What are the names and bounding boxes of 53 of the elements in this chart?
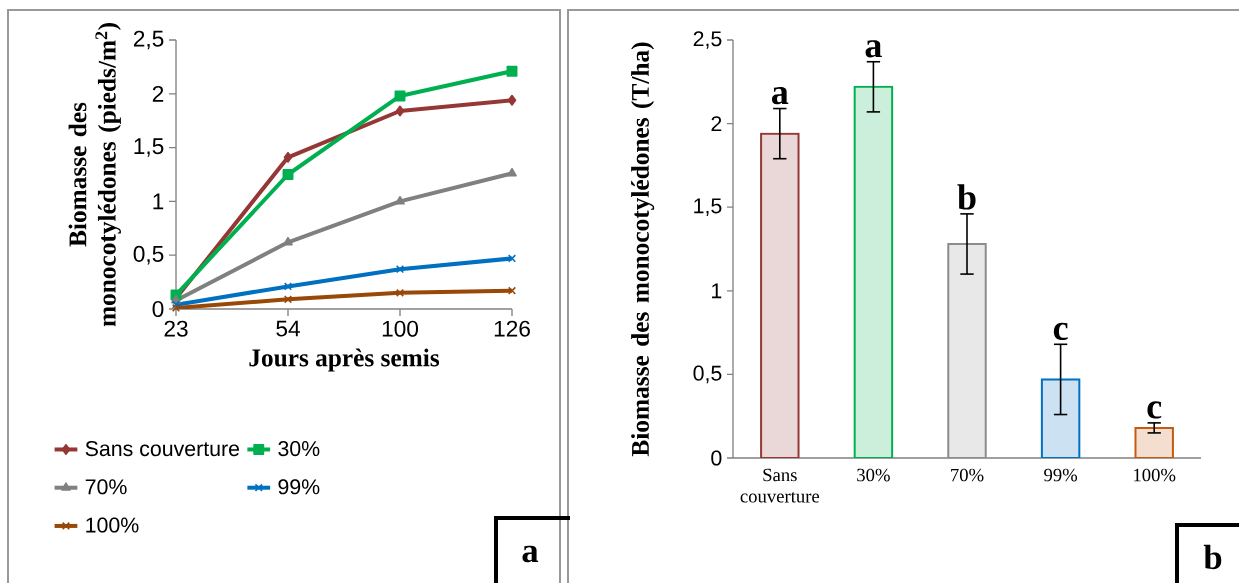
point: [507, 286, 517, 295]
x-tick-label: 30%: [857, 468, 890, 482]
point: [395, 288, 405, 297]
y-tick-label: 1,5: [694, 198, 722, 216]
x-axis-title: Jours après semis: [249, 348, 440, 372]
legend-label: 70%: [85, 479, 127, 495]
point: [507, 167, 517, 177]
x-tick-label: 54: [276, 320, 300, 337]
point: [283, 295, 293, 304]
point: [283, 236, 293, 246]
point: [171, 300, 181, 309]
x-tick-label: 100%: [1134, 468, 1176, 482]
x-tick-label: 126: [494, 320, 530, 337]
point: [394, 90, 406, 102]
y-tick-label: 2: [152, 85, 164, 102]
y-tick-label: 2: [711, 116, 722, 132]
point: [507, 94, 517, 106]
y-tick-label: 0: [152, 300, 164, 318]
annotation: c: [1147, 401, 1162, 419]
y-tick-label: 0,5: [133, 245, 164, 265]
point: [506, 65, 518, 77]
annotation: c: [1053, 322, 1068, 341]
y-axis-title: Biomasse des monocotylédones (pieds/m$^{2}$): [68, 23, 121, 327]
annotation: a: [865, 40, 882, 58]
x-tick-label: 70%: [951, 468, 984, 482]
legend-label: 99%: [278, 479, 320, 495]
point: [283, 282, 293, 291]
legend-label: 30%: [278, 441, 320, 457]
x-tick-label: Sans couverture: [740, 468, 820, 503]
legend-label: 100%: [86, 517, 139, 533]
annotation: a: [771, 87, 789, 105]
point: [282, 169, 294, 180]
point: [395, 195, 405, 205]
y-tick-label: 0,5: [693, 365, 722, 384]
y-axis-title: Biomasse des monocotylédones (T/ha): [631, 42, 655, 457]
legend-label: Sans couverture: [85, 441, 240, 457]
annotation: b: [957, 184, 976, 210]
x-tick-label: 100: [382, 320, 419, 337]
y-tick-label: 2,5: [133, 30, 164, 50]
y-tick-label: 0: [711, 450, 722, 466]
point: [283, 151, 293, 163]
x-tick-label: 23: [164, 320, 188, 337]
point: [507, 254, 517, 263]
point: [171, 303, 181, 313]
point: [395, 105, 405, 117]
x-tick-label: 99%: [1044, 468, 1078, 482]
y-tick-label: 1,5: [134, 138, 164, 157]
point: [395, 265, 405, 274]
text: a: [522, 545, 539, 563]
y-tick-label: 2,5: [693, 31, 722, 49]
y-tick-label: 1: [153, 193, 164, 210]
text: b: [1203, 544, 1222, 570]
y-tick-label: 1: [712, 283, 722, 299]
